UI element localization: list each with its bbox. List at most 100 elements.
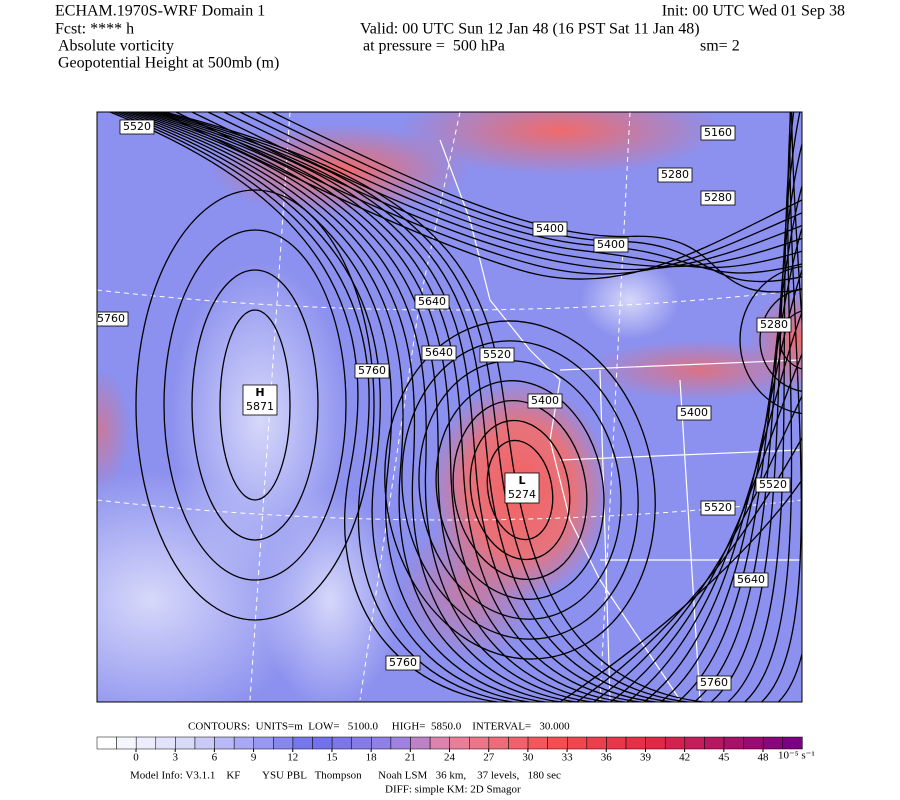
smoothing: sm= 2 (700, 38, 740, 55)
extremum-value: 5274 (508, 488, 536, 501)
colorbar-tick-label: 45 (718, 752, 730, 764)
colorbar-segment (547, 736, 568, 750)
contour-label: 5520 (704, 501, 732, 514)
colorbar-tick-label: 24 (444, 752, 456, 764)
contour-label-box (696, 675, 732, 691)
shading (590, 340, 802, 400)
colorbar-tick-label: 0 (133, 752, 139, 764)
pressure: at pressure = 500 hPa (363, 38, 505, 55)
extremum-letter: L (518, 474, 525, 487)
contour-label-box (421, 345, 457, 361)
contour (122, 112, 802, 702)
contour-label-box (756, 317, 792, 333)
diff-info: DIFF: simple KM: 2D Smagor (385, 784, 521, 796)
contour (163, 229, 347, 581)
colorbar: 0 3 6 9 12 15 18 21 24 27 30 33 36 39 42 45 48 10⁻⁵ s⁻¹ (96, 736, 815, 764)
contour-label: 5160 (704, 126, 732, 139)
contour-label: 5760 (389, 656, 417, 669)
colorbar-segment (116, 736, 137, 750)
colorbar-segment (312, 736, 333, 750)
map-frame (96, 111, 803, 703)
state-border (559, 359, 801, 701)
contour-label: 5640 (418, 295, 446, 308)
shading (97, 370, 130, 490)
colorbar-segment (429, 736, 450, 750)
colorbar-segment (469, 736, 490, 750)
boundaries (439, 139, 801, 701)
colorbar-segment (410, 736, 431, 750)
contour-label: 5400 (536, 222, 564, 235)
field-name: Geopotential Height at 500mb (m) (58, 55, 279, 72)
shading (400, 112, 720, 175)
extremum-value: 5871 (246, 400, 274, 413)
contour-label: 5640 (737, 573, 765, 586)
contour-label: 5280 (661, 168, 689, 181)
colorbar-units: 10⁻⁵ s⁻¹ (778, 750, 815, 762)
contour-label-box (119, 119, 155, 135)
contour (239, 112, 802, 274)
shading (260, 490, 400, 702)
contour-label: 5640 (425, 346, 453, 359)
contour (219, 309, 291, 501)
colorbar-tick-label: 18 (366, 752, 378, 764)
valid-time: Valid: 00 UTC Sun 12 Jan 48 (16 PST Sat … (360, 21, 700, 38)
contour-label-box (527, 393, 563, 409)
colorbar-segment (371, 736, 392, 750)
colorbar-segment (194, 736, 215, 750)
colorbar-segment (292, 736, 313, 750)
colorbar-segment (508, 736, 529, 750)
contour (469, 419, 571, 561)
contour-label-box (700, 125, 736, 141)
init-time: Init: 00 UTC Wed 01 Sep 38 (662, 3, 845, 20)
contours-info: CONTOURS: UNITS=m LOW= 5100.0 HIGH= 5850… (188, 721, 570, 733)
contour-label: 5760 (700, 676, 728, 689)
contour (191, 269, 319, 541)
contour-label: 5760 (358, 364, 386, 377)
colorbar-segment (233, 736, 254, 750)
contour (109, 112, 802, 702)
colorbar-segment (155, 736, 176, 750)
contour-label: 5520 (483, 348, 511, 361)
colorbar-tick-label: 6 (212, 752, 218, 764)
field-name: Absolute vorticity (58, 38, 174, 55)
contour-label: 5400 (680, 406, 708, 419)
coastline (439, 139, 681, 701)
contour-label: 5400 (531, 394, 559, 407)
colorbar-tick-label: 15 (326, 752, 338, 764)
contour-label: 5280 (704, 191, 732, 204)
colorbar-tick-label: 30 (522, 752, 534, 764)
map: 5520 5160 5280 5280 5400 5400 5640 5760 5640 5520… (97, 112, 802, 702)
model-title: ECHAM.1970S-WRF Domain 1 (55, 3, 265, 20)
contour-label-box (414, 294, 450, 310)
contour-label: 5280 (760, 318, 788, 331)
contour (175, 112, 802, 275)
contour-label-box (657, 167, 693, 183)
colorbar-segment (214, 736, 235, 750)
contour-label-box (593, 237, 629, 253)
contour-label-box (97, 311, 129, 327)
shading (750, 290, 802, 390)
contour-label: 5520 (759, 478, 787, 491)
colorbar-tick-label: 48 (758, 752, 770, 764)
contour (159, 112, 802, 280)
colorbar-tick-label: 42 (679, 752, 690, 764)
contour (207, 112, 802, 268)
colorbar-segment (273, 736, 294, 750)
colorbar-segment (390, 736, 411, 750)
contour-label-box (354, 363, 390, 379)
colorbar-tick-label: 36 (601, 752, 613, 764)
colorbar-segment (331, 736, 352, 750)
contour-label-box (676, 405, 712, 421)
contour (147, 112, 801, 702)
colorbar-segment (645, 736, 666, 750)
contour (384, 320, 656, 660)
contour-label: 5760 (97, 312, 125, 325)
contour (739, 265, 802, 415)
contour (223, 112, 802, 269)
colorbar-segment (762, 736, 784, 750)
colorbar-segment (723, 736, 744, 750)
colorbar-tick-label: 12 (287, 752, 298, 764)
contour (126, 112, 802, 702)
colorbar-segment (704, 736, 725, 750)
